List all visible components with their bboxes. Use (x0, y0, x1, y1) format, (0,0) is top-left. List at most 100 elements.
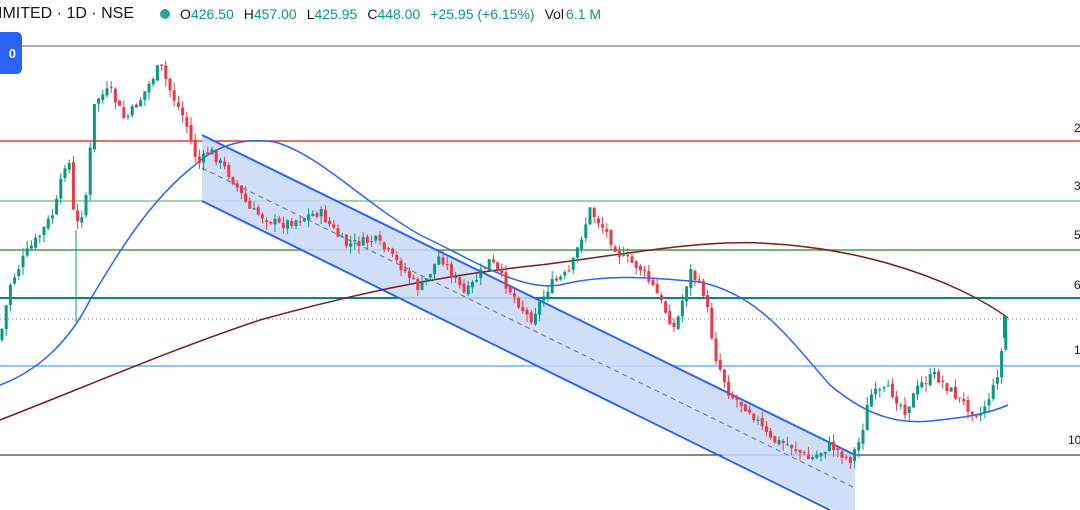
candle-body (479, 269, 483, 279)
open-label: O (180, 6, 191, 22)
candle-body (970, 411, 974, 415)
candle-body (319, 209, 323, 217)
candle-body (475, 280, 479, 282)
candle-body (571, 257, 575, 270)
candle-body (508, 286, 512, 293)
candle-body (979, 413, 983, 416)
candle-body (374, 235, 378, 241)
channel-lower-line[interactable] (201, 200, 831, 510)
candle-body (80, 217, 84, 223)
candle-body (252, 208, 256, 210)
price-badge[interactable]: 0 (0, 32, 22, 74)
candle-body (181, 107, 185, 116)
candle-body (462, 283, 466, 293)
candle-body (718, 359, 722, 370)
candle-body (84, 195, 88, 216)
candle-body (827, 441, 831, 451)
candle-body (38, 235, 42, 237)
close-value: 448.00 (377, 6, 421, 22)
candle-body (664, 301, 668, 313)
candle-body (97, 98, 101, 104)
candle-body (622, 253, 626, 256)
candle-body (676, 316, 680, 329)
candle-body (378, 234, 382, 241)
candle-body (483, 267, 487, 269)
close-label: C (367, 6, 378, 22)
candle-body (391, 248, 395, 254)
candle-body (878, 389, 882, 391)
candle-body (307, 214, 311, 220)
candle-body (88, 147, 92, 195)
candle-body (790, 444, 794, 449)
candle-body (437, 256, 441, 265)
candle-body (403, 269, 407, 272)
candle-body (248, 200, 252, 209)
candle-body (853, 449, 857, 462)
candle-body (609, 229, 613, 245)
candle-body (1000, 351, 1004, 378)
candle-body (273, 218, 277, 225)
candle-body (25, 248, 29, 256)
candle-body (76, 210, 80, 222)
candle-body (869, 394, 873, 407)
candle-body (941, 380, 945, 382)
candle-body (139, 100, 143, 107)
candle-body (802, 452, 806, 454)
candle-body (428, 274, 432, 278)
candle-body (848, 457, 852, 464)
candle-body (50, 215, 54, 219)
candle-body (214, 149, 218, 163)
candle-body (361, 237, 365, 246)
candle-body (92, 103, 96, 150)
candle-body (470, 282, 474, 288)
candle-body (844, 456, 848, 458)
candle-body (529, 312, 533, 323)
candle-body (743, 404, 747, 412)
candle-body (525, 309, 529, 315)
candle-body (311, 213, 315, 216)
candle-body (773, 436, 777, 443)
channel-upper-line[interactable] (201, 134, 856, 456)
candle-body (987, 399, 991, 406)
candle-body (832, 441, 836, 451)
candle-body (949, 387, 953, 392)
candle-body (496, 262, 500, 269)
candle-body (441, 257, 445, 265)
open-value: 426.50 (190, 6, 234, 22)
candle-body (164, 65, 168, 79)
candle-body (735, 397, 739, 401)
candle-body (433, 263, 437, 275)
candle-body (424, 278, 428, 282)
candle-body (168, 78, 172, 91)
candle-body (924, 383, 928, 385)
candle-body (643, 269, 647, 271)
candle-body (13, 277, 17, 284)
candle-body (630, 256, 634, 263)
candle-body (71, 162, 75, 210)
candle-body (731, 394, 735, 399)
candle-body (357, 241, 361, 247)
candle-body (714, 338, 718, 362)
candle-body (445, 264, 449, 266)
candle-body (823, 451, 827, 454)
candle-body (748, 409, 752, 413)
candle-body (974, 415, 978, 417)
candle-body (836, 448, 840, 451)
candle-body (454, 276, 458, 279)
candle-body (689, 269, 693, 289)
candle-body (365, 236, 369, 243)
candle-body (46, 218, 50, 229)
candle-body (340, 236, 344, 238)
candle-body (928, 374, 932, 386)
chart-legend-header: IMITED · 1D · NSE O 426.50 H 457.00 L 42… (0, 0, 1080, 28)
candle-body (588, 207, 592, 225)
candle-body (882, 387, 886, 389)
symbol-title[interactable]: IMITED · 1D · NSE (0, 5, 135, 22)
candle-body (546, 291, 550, 298)
candle-body (857, 442, 861, 451)
candle-body (487, 259, 491, 271)
candle-body (239, 185, 243, 194)
candle-body (777, 439, 781, 445)
candle-body (370, 241, 374, 243)
